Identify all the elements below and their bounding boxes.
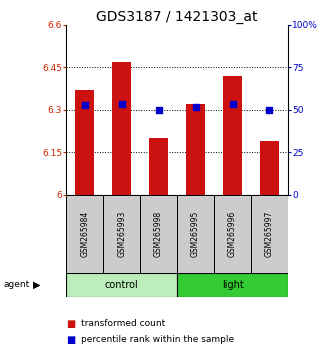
Bar: [177, 195, 214, 273]
Text: ■: ■: [66, 319, 75, 329]
Text: percentile rank within the sample: percentile rank within the sample: [81, 335, 234, 344]
Point: [119, 101, 124, 107]
Text: ▶: ▶: [33, 280, 41, 290]
Bar: [66, 195, 103, 273]
Text: transformed count: transformed count: [81, 319, 166, 329]
Text: GSM265993: GSM265993: [117, 210, 126, 257]
Bar: [103, 195, 140, 273]
Bar: [177, 273, 288, 297]
Point: [267, 107, 272, 113]
Bar: [140, 195, 177, 273]
Bar: [113, 62, 131, 195]
Title: GDS3187 / 1421303_at: GDS3187 / 1421303_at: [96, 10, 258, 24]
Point: [193, 104, 198, 110]
Text: GSM265997: GSM265997: [265, 210, 274, 257]
Bar: [75, 90, 94, 195]
Text: GSM265995: GSM265995: [191, 210, 200, 257]
Text: GSM265998: GSM265998: [154, 211, 163, 257]
Text: GSM265996: GSM265996: [228, 210, 237, 257]
Point: [82, 103, 87, 108]
Bar: [260, 141, 279, 195]
Bar: [223, 76, 242, 195]
Text: GSM265984: GSM265984: [80, 211, 89, 257]
Bar: [186, 104, 205, 195]
Text: agent: agent: [3, 280, 29, 290]
Bar: [66, 273, 177, 297]
Bar: [149, 138, 168, 195]
Text: control: control: [105, 280, 138, 290]
Point: [230, 101, 235, 107]
Bar: [214, 195, 251, 273]
Text: ■: ■: [66, 335, 75, 345]
Bar: [251, 195, 288, 273]
Point: [156, 107, 161, 113]
Text: light: light: [222, 280, 243, 290]
